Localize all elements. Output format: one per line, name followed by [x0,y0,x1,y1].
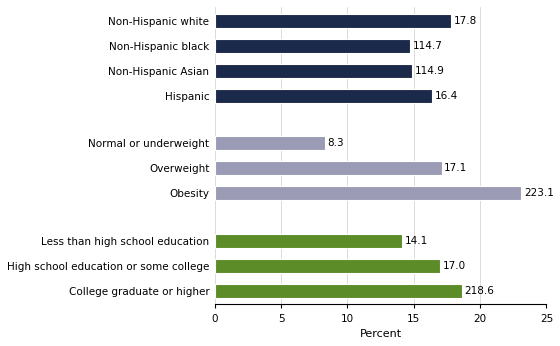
Text: 223.1: 223.1 [524,188,554,198]
Bar [215,14,451,28]
Bar [215,284,461,298]
Text: 14.1: 14.1 [404,236,428,246]
Bar [215,186,521,200]
Text: 8.3: 8.3 [328,138,344,148]
Bar [215,161,442,175]
Text: 218.6: 218.6 [464,286,494,296]
Text: 114.9: 114.9 [415,66,445,76]
Bar [215,64,413,78]
Text: 16.4: 16.4 [435,91,458,101]
Text: 17.8: 17.8 [454,16,477,26]
Bar [215,89,432,102]
Text: 17.0: 17.0 [443,261,466,271]
Text: 17.1: 17.1 [444,163,468,173]
Bar [215,259,440,273]
Bar [215,234,402,248]
X-axis label: Percent: Percent [360,329,402,339]
Bar [215,39,410,53]
Bar [215,136,325,150]
Text: 114.7: 114.7 [413,41,442,51]
